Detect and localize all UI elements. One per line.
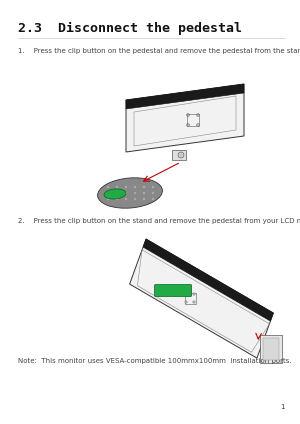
Circle shape — [107, 192, 109, 194]
Polygon shape — [143, 239, 273, 321]
Circle shape — [125, 198, 127, 200]
Circle shape — [107, 186, 109, 188]
Polygon shape — [126, 84, 244, 109]
Bar — [184, 293, 196, 304]
Polygon shape — [126, 84, 244, 152]
Circle shape — [187, 114, 190, 117]
Circle shape — [152, 192, 154, 194]
FancyBboxPatch shape — [154, 285, 192, 296]
Circle shape — [196, 114, 200, 117]
Circle shape — [196, 123, 200, 126]
Circle shape — [116, 192, 118, 194]
Circle shape — [125, 192, 127, 194]
Ellipse shape — [98, 178, 162, 208]
Text: 1.    Press the clip button on the pedestal and remove the pedestal from the sta: 1. Press the clip button on the pedestal… — [18, 48, 300, 54]
Bar — [172, 150, 186, 160]
Circle shape — [116, 198, 118, 200]
Circle shape — [193, 301, 195, 303]
Circle shape — [125, 186, 127, 188]
Circle shape — [143, 186, 145, 188]
Bar — [260, 335, 282, 363]
Text: 2.    Press the clip button on the stand and remove the pedestal from your LCD m: 2. Press the clip button on the stand an… — [18, 218, 300, 224]
Circle shape — [193, 293, 195, 295]
Circle shape — [187, 123, 190, 126]
Circle shape — [134, 186, 136, 188]
Circle shape — [143, 192, 145, 194]
Circle shape — [178, 152, 184, 158]
Circle shape — [107, 198, 109, 200]
Circle shape — [134, 192, 136, 194]
Circle shape — [152, 186, 154, 188]
Polygon shape — [130, 239, 273, 358]
Text: 1: 1 — [280, 404, 285, 410]
Text: 2.3  Disconnect the pedestal: 2.3 Disconnect the pedestal — [18, 22, 242, 35]
Circle shape — [134, 198, 136, 200]
Circle shape — [116, 186, 118, 188]
Bar — [263, 338, 279, 360]
Text: Note:  This monitor uses VESA-compatible 100mmx100mm  installation ports.: Note: This monitor uses VESA-compatible … — [18, 358, 292, 364]
Circle shape — [185, 293, 187, 295]
Circle shape — [152, 198, 154, 200]
Circle shape — [143, 198, 145, 200]
Circle shape — [185, 301, 187, 303]
Ellipse shape — [104, 189, 126, 199]
Bar — [187, 114, 199, 126]
